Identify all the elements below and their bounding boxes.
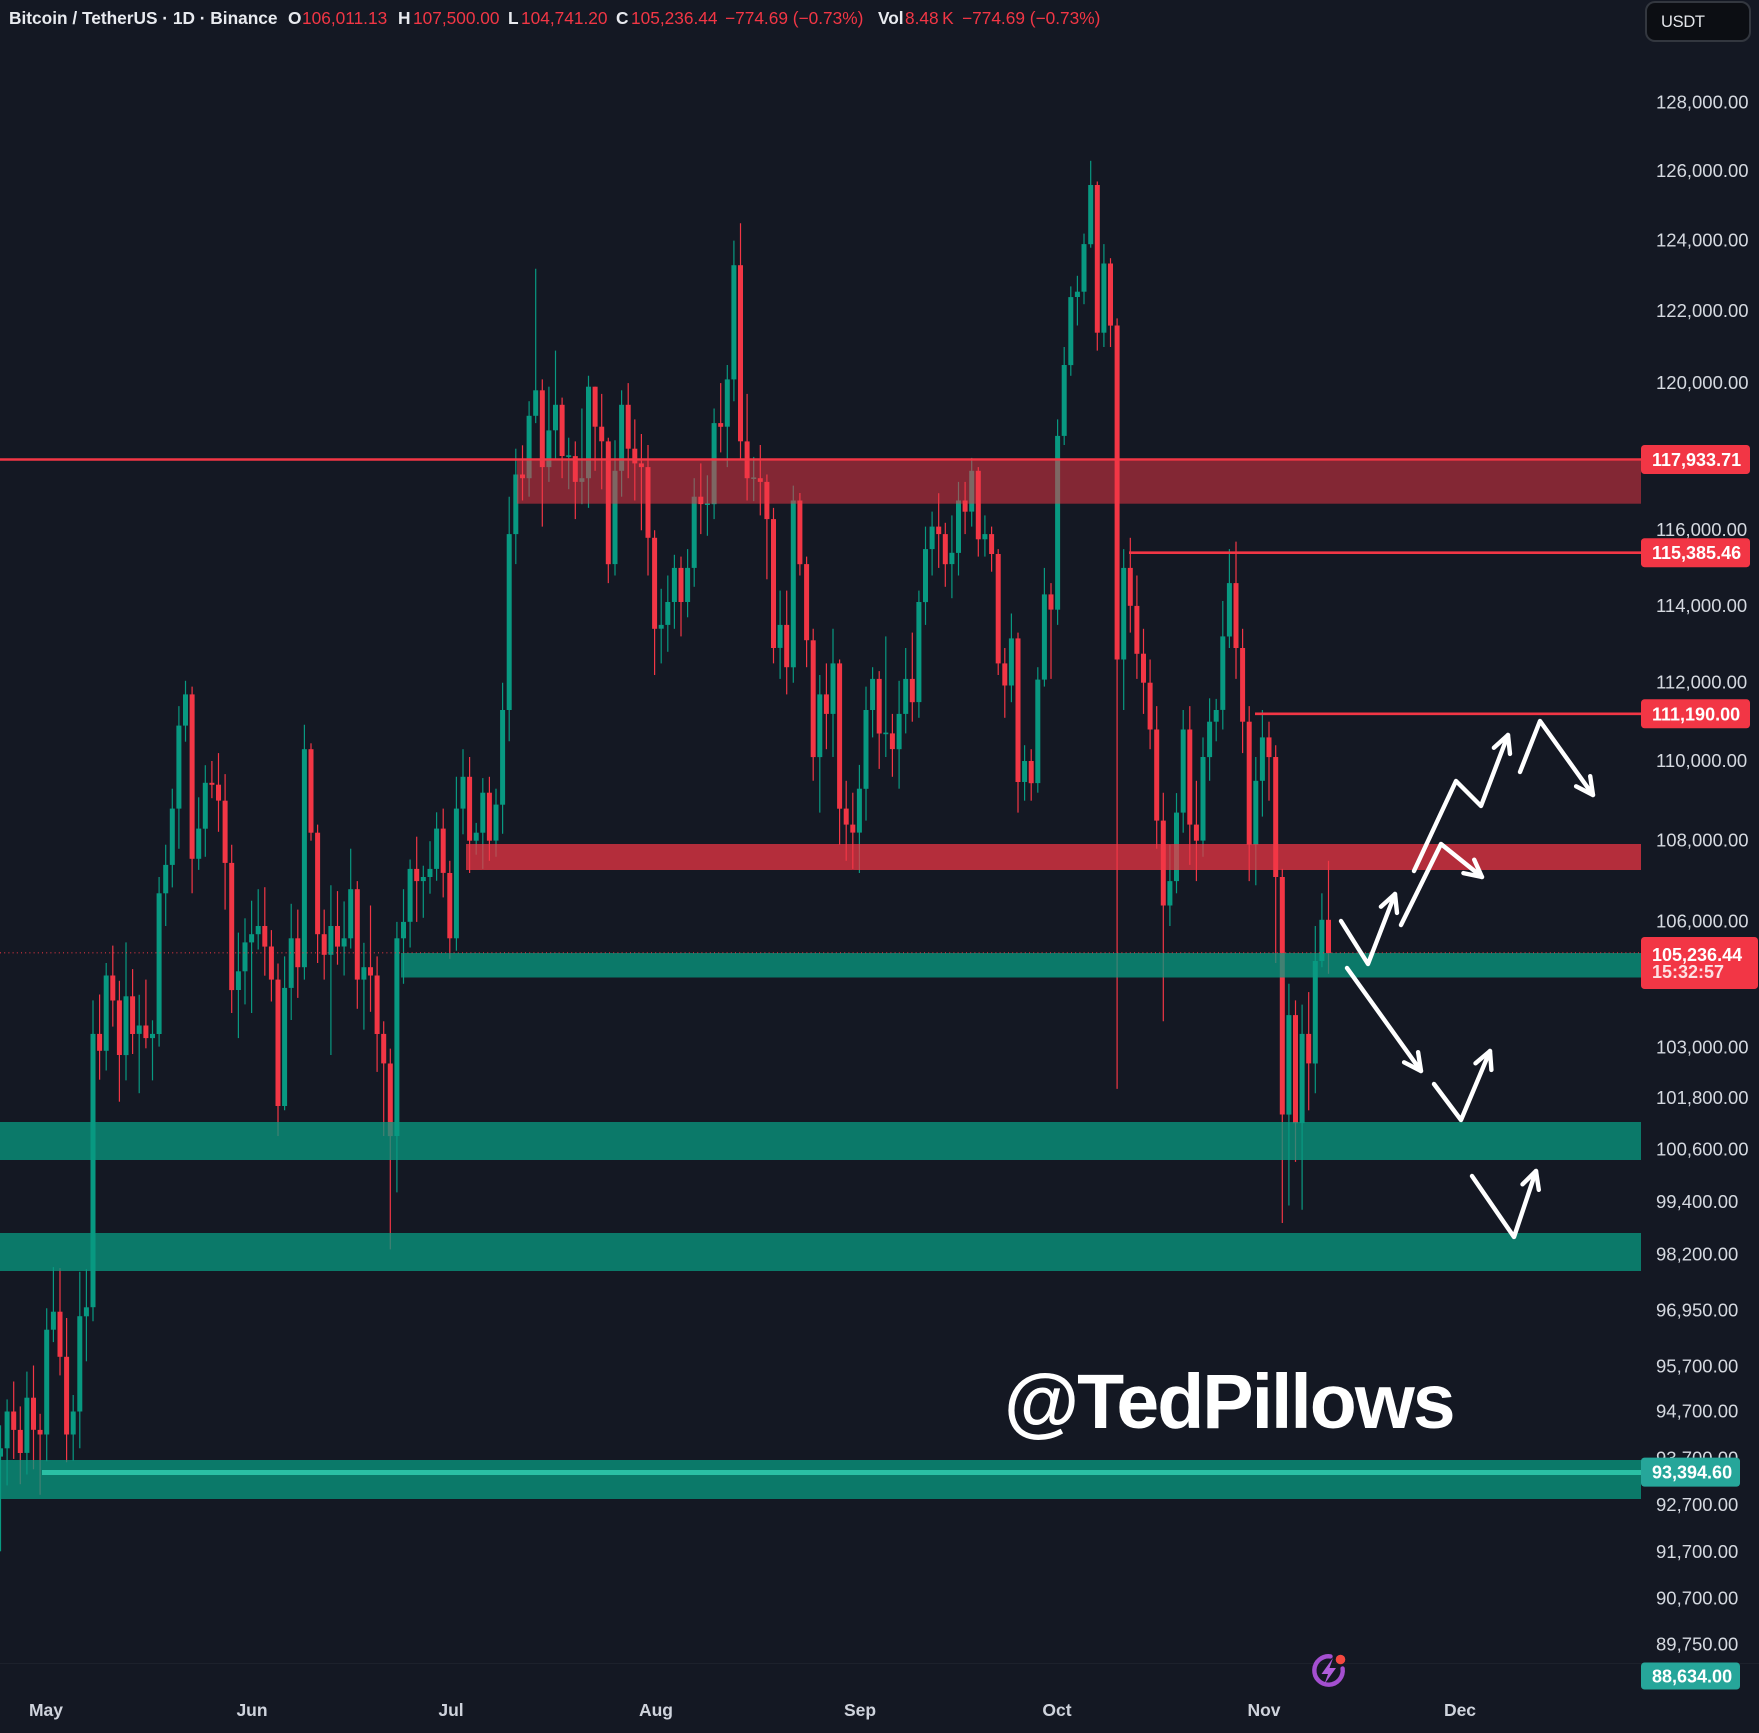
svg-text:Oct: Oct xyxy=(1042,1700,1071,1720)
svg-text:H: H xyxy=(398,8,410,28)
svg-text:95,700.00: 95,700.00 xyxy=(1656,1356,1738,1377)
svg-text:Aug: Aug xyxy=(639,1700,673,1720)
svg-text:114,000.00: 114,000.00 xyxy=(1656,595,1747,616)
svg-text:USDT: USDT xyxy=(1661,13,1705,31)
svg-text:99,400.00: 99,400.00 xyxy=(1656,1191,1738,1212)
svg-text:−774.69 (−0.73%): −774.69 (−0.73%) xyxy=(725,8,863,28)
svg-text:100,600.00: 100,600.00 xyxy=(1656,1138,1749,1159)
svg-text:91,700.00: 91,700.00 xyxy=(1656,1541,1738,1562)
svg-text:115,385.46: 115,385.46 xyxy=(1652,543,1741,563)
svg-text:110,000.00: 110,000.00 xyxy=(1656,750,1747,771)
svg-text:Sep: Sep xyxy=(844,1700,876,1720)
svg-text:124,000.00: 124,000.00 xyxy=(1656,230,1749,251)
svg-text:96,950.00: 96,950.00 xyxy=(1656,1299,1738,1320)
svg-text:Nov: Nov xyxy=(1247,1700,1280,1720)
svg-text:116,000.00: 116,000.00 xyxy=(1656,519,1747,540)
svg-text:92,700.00: 92,700.00 xyxy=(1656,1494,1738,1515)
svg-text:C: C xyxy=(616,8,628,28)
svg-text:105,236.44: 105,236.44 xyxy=(631,8,718,28)
svg-text:15:32:57: 15:32:57 xyxy=(1652,962,1724,982)
svg-text:Dec: Dec xyxy=(1444,1700,1476,1720)
svg-text:98,200.00: 98,200.00 xyxy=(1656,1243,1738,1264)
svg-text:106,011.13: 106,011.13 xyxy=(302,8,387,28)
svg-text:126,000.00: 126,000.00 xyxy=(1656,160,1749,181)
svg-text:122,000.00: 122,000.00 xyxy=(1656,300,1749,321)
svg-text:104,741.20: 104,741.20 xyxy=(521,8,608,28)
svg-text:101,800.00: 101,800.00 xyxy=(1656,1087,1749,1108)
svg-text:@TedPillows: @TedPillows xyxy=(1004,1359,1454,1445)
svg-text:106,000.00: 106,000.00 xyxy=(1656,911,1749,932)
svg-text:Vol: Vol xyxy=(878,8,904,28)
svg-text:89,750.00: 89,750.00 xyxy=(1656,1634,1738,1655)
svg-text:112,000.00: 112,000.00 xyxy=(1656,672,1747,693)
svg-text:Bitcoin / TetherUS · 1D · Bina: Bitcoin / TetherUS · 1D · Binance xyxy=(9,8,278,28)
svg-text:May: May xyxy=(29,1700,63,1720)
svg-text:111,190.00: 111,190.00 xyxy=(1652,704,1740,724)
svg-text:128,000.00: 128,000.00 xyxy=(1656,92,1749,113)
svg-text:−774.69 (−0.73%): −774.69 (−0.73%) xyxy=(962,8,1100,28)
svg-text:107,500.00: 107,500.00 xyxy=(413,8,500,28)
svg-text:120,000.00: 120,000.00 xyxy=(1656,372,1749,393)
svg-text:Jul: Jul xyxy=(438,1700,463,1720)
svg-text:L: L xyxy=(508,8,519,28)
svg-text:90,700.00: 90,700.00 xyxy=(1656,1587,1738,1608)
svg-text:88,634.00: 88,634.00 xyxy=(1652,1667,1732,1687)
svg-text:103,000.00: 103,000.00 xyxy=(1656,1036,1749,1057)
svg-text:108,000.00: 108,000.00 xyxy=(1656,830,1749,851)
svg-text:Jun: Jun xyxy=(236,1700,267,1720)
svg-text:8.48 K: 8.48 K xyxy=(905,8,954,28)
svg-text:105,236.44: 105,236.44 xyxy=(1652,945,1742,965)
svg-text:94,700.00: 94,700.00 xyxy=(1656,1401,1738,1422)
svg-text:93,394.60: 93,394.60 xyxy=(1652,1463,1732,1483)
svg-text:117,933.71: 117,933.71 xyxy=(1652,450,1741,470)
svg-text:O: O xyxy=(288,8,301,28)
